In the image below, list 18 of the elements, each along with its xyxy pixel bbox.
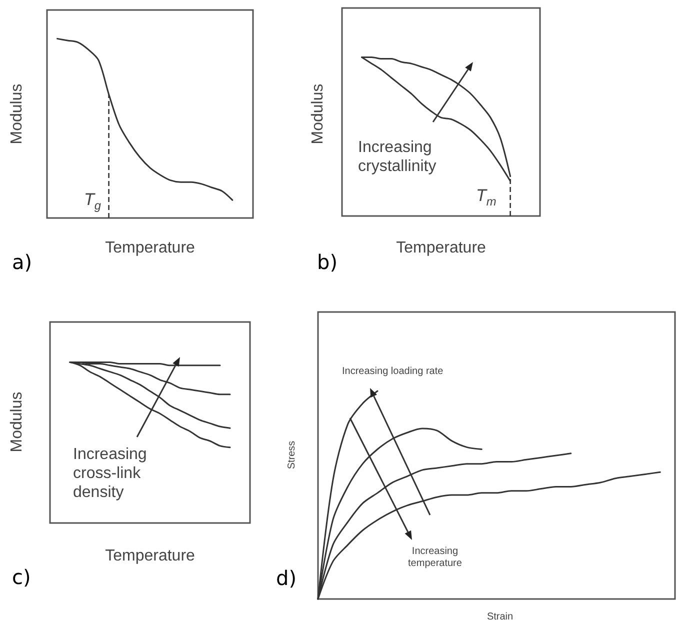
- y-axis-title: Modulus: [8, 392, 26, 452]
- x-axis-title: Temperature: [396, 240, 486, 256]
- text: b): [317, 250, 338, 274]
- x-axis-title: Strain: [486, 612, 514, 622]
- x-axis-title: Temperature: [105, 548, 196, 564]
- y-axis-title: Modulus: [310, 84, 326, 144]
- text: d): [276, 566, 296, 590]
- text: Increasing loading rate: [342, 366, 444, 378]
- y-axis-title: Stress: [286, 440, 298, 470]
- annotation: Increasing crystallinity: [358, 138, 438, 176]
- x-axis-title: Temperature: [105, 240, 196, 256]
- annotation: T$_{m}$: [476, 186, 496, 209]
- text: c): [12, 565, 31, 589]
- annotation: T$_{g}$: [84, 190, 102, 213]
- annotation: Increasing temperature: [407, 546, 463, 570]
- annotation: Increasing cross-link density: [73, 445, 148, 503]
- text: a): [12, 250, 32, 274]
- y-axis-title: Modulus: [8, 84, 26, 144]
